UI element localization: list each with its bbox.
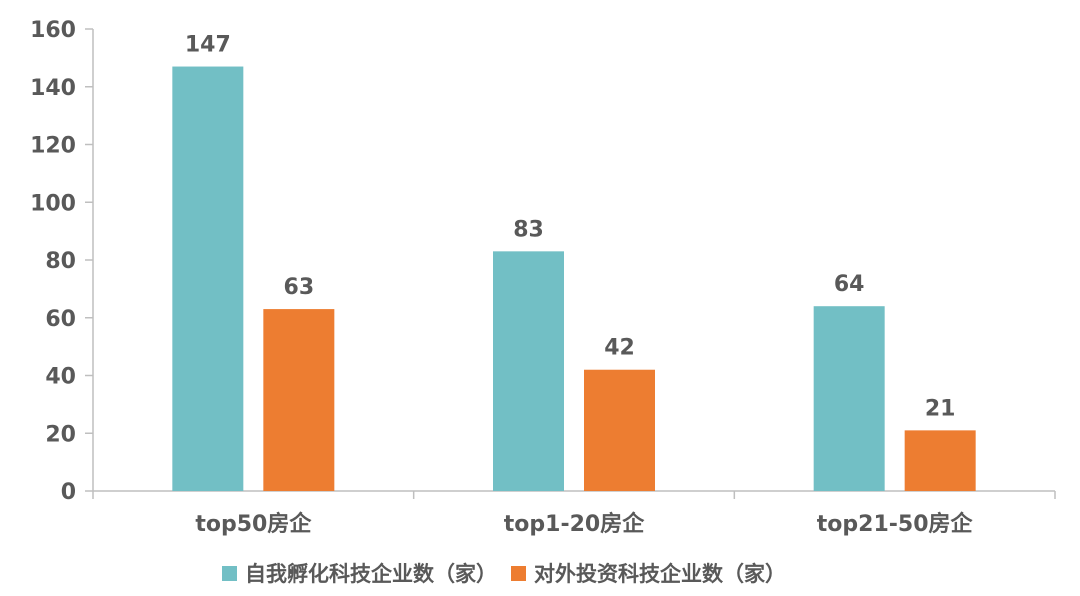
data-label: 42 — [604, 336, 635, 361]
legend-swatch-series-2 — [511, 565, 526, 581]
y-tick-label: 0 — [61, 480, 76, 505]
data-label: 147 — [185, 33, 231, 58]
y-tick-label: 100 — [30, 191, 76, 216]
data-label: 63 — [284, 275, 315, 300]
bar-1 — [493, 251, 564, 491]
y-tick-label: 80 — [45, 249, 76, 274]
y-tick-label: 120 — [30, 134, 76, 159]
y-tick-label: 160 — [30, 18, 76, 43]
bar-2 — [904, 430, 976, 491]
legend-item-series-2: 对外投资科技企业数（家） — [511, 558, 786, 588]
legend-swatch-series-1 — [222, 565, 237, 581]
legend-item-series-1: 自我孵化科技企业数（家） — [222, 558, 497, 588]
bar-2 — [584, 369, 655, 491]
x-tick-label: top1-20房企 — [504, 511, 645, 537]
data-label: 21 — [925, 396, 956, 421]
y-tick-label: 20 — [45, 422, 76, 447]
bar-2 — [263, 309, 335, 491]
y-tick-label: 60 — [45, 307, 76, 332]
bar-1 — [172, 66, 244, 491]
bar-1 — [813, 306, 885, 491]
y-tick-label: 40 — [45, 365, 76, 390]
data-label: 64 — [834, 272, 865, 297]
x-tick-label: top21-50房企 — [817, 511, 974, 537]
legend: 自我孵化科技企业数（家） 对外投资科技企业数（家） — [222, 558, 800, 588]
legend-label-series-2: 对外投资科技企业数（家） — [534, 562, 786, 586]
y-tick-label: 140 — [30, 76, 76, 101]
legend-label-series-1: 自我孵化科技企业数（家） — [245, 562, 497, 586]
x-tick-label: top50房企 — [195, 511, 312, 537]
data-label: 83 — [513, 217, 544, 242]
